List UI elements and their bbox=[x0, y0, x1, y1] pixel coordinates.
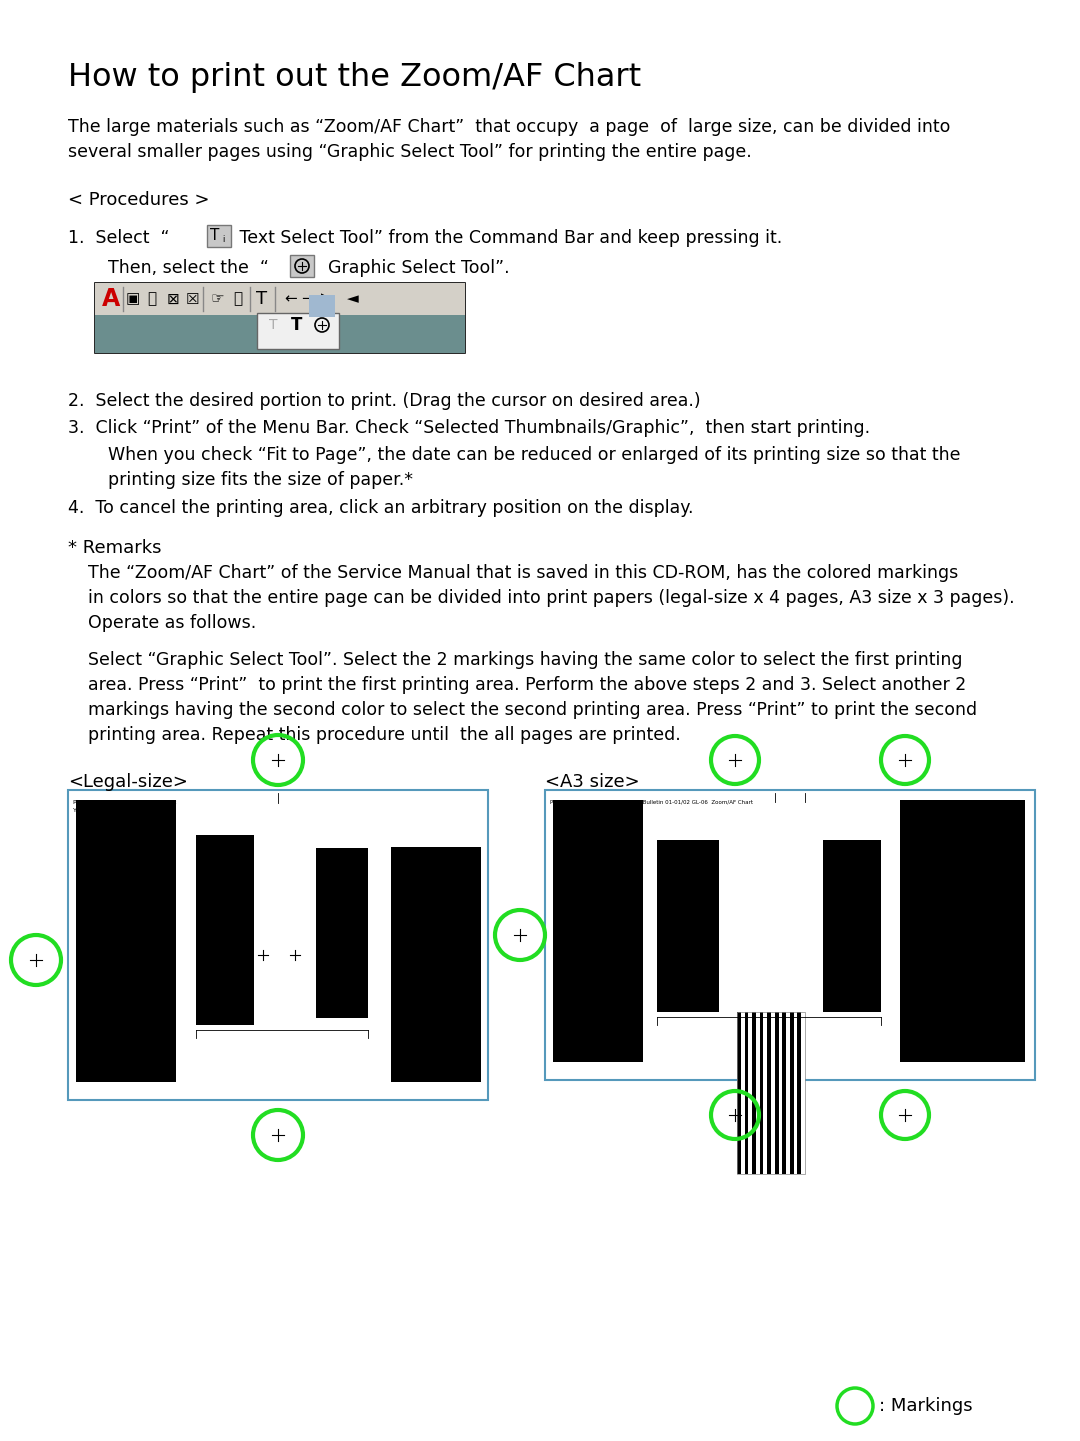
Bar bbox=[759, 1012, 764, 1174]
Text: PowerShot S230 DIGITAL IXUS v2 Bulletin 01-01/02 GL-06  Zoom/AF Chart: PowerShot S230 DIGITAL IXUS v2 Bulletin … bbox=[550, 800, 753, 806]
Bar bbox=[257, 313, 339, 349]
Text: 4.  To cancel the printing area, click an arbitrary position on the display.: 4. To cancel the printing area, click an… bbox=[68, 499, 693, 517]
Bar bbox=[748, 1012, 752, 1174]
Bar bbox=[771, 1012, 774, 1174]
Bar bbox=[545, 790, 1035, 1079]
Text: <Legal-size>: <Legal-size> bbox=[68, 772, 188, 791]
Bar bbox=[786, 1012, 789, 1174]
Text: When you check “Fit to Page”, the date can be reduced or enlarged of its printin: When you check “Fit to Page”, the date c… bbox=[108, 447, 960, 464]
Bar bbox=[774, 1012, 779, 1174]
Bar bbox=[801, 1012, 805, 1174]
Text: How to print out the Zoom/AF Chart: How to print out the Zoom/AF Chart bbox=[68, 62, 642, 94]
Text: 1.  Select  “: 1. Select “ bbox=[68, 229, 170, 246]
Bar bbox=[316, 847, 368, 1017]
Bar bbox=[823, 840, 881, 1012]
Text: : Markings: : Markings bbox=[879, 1396, 973, 1415]
Text: < Procedures >: < Procedures > bbox=[68, 192, 210, 209]
Bar bbox=[553, 800, 643, 1062]
Text: Text Select Tool” from the Command Bar and keep pressing it.: Text Select Tool” from the Command Bar a… bbox=[234, 229, 782, 246]
Bar bbox=[95, 282, 465, 353]
Text: ⊠: ⊠ bbox=[166, 291, 179, 307]
Text: T: T bbox=[211, 229, 219, 244]
Text: printing area. Repeat this procedure until  the all pages are printed.: printing area. Repeat this procedure unt… bbox=[87, 726, 680, 744]
Bar bbox=[764, 1012, 767, 1174]
Text: Operate as follows.: Operate as follows. bbox=[87, 614, 256, 633]
Text: The “Zoom/AF Chart” of the Service Manual that is saved in this CD-ROM, has the : The “Zoom/AF Chart” of the Service Manua… bbox=[87, 563, 958, 582]
Text: ◄: ◄ bbox=[347, 291, 359, 307]
Text: T: T bbox=[269, 318, 278, 331]
Text: printing size fits the size of paper.*: printing size fits the size of paper.* bbox=[108, 471, 413, 488]
Text: T: T bbox=[256, 290, 268, 308]
Text: ⌕: ⌕ bbox=[233, 291, 243, 307]
Text: 2.  Select the desired portion to print. (Drag the cursor on desired area.): 2. Select the desired portion to print. … bbox=[68, 392, 701, 411]
Bar bbox=[291, 255, 314, 277]
Text: →: → bbox=[300, 291, 313, 307]
Bar bbox=[782, 1012, 786, 1174]
Bar bbox=[779, 1012, 782, 1174]
Text: * Remarks: * Remarks bbox=[68, 539, 162, 558]
Text: Graphic Select Tool”.: Graphic Select Tool”. bbox=[318, 259, 510, 277]
Bar bbox=[900, 800, 1025, 1062]
Bar bbox=[391, 847, 481, 1082]
Text: i: i bbox=[221, 235, 225, 245]
Text: markings having the second color to select the second printing area. Press “Prin: markings having the second color to sele… bbox=[87, 700, 977, 719]
Text: ▶: ▶ bbox=[321, 291, 333, 307]
Bar bbox=[68, 790, 488, 1099]
Bar bbox=[195, 834, 254, 1025]
Bar bbox=[797, 1012, 801, 1174]
Text: YY DIGITAL SS Zoom/AF Chart: YY DIGITAL SS Zoom/AF Chart bbox=[73, 808, 166, 813]
Bar bbox=[752, 1012, 756, 1174]
Bar bbox=[741, 1012, 744, 1174]
Bar bbox=[737, 1012, 805, 1174]
Bar bbox=[794, 1012, 797, 1174]
Bar bbox=[737, 1012, 741, 1174]
Bar bbox=[767, 1012, 771, 1174]
Text: Then, select the  “: Then, select the “ bbox=[108, 259, 269, 277]
Text: A: A bbox=[102, 287, 120, 311]
Bar bbox=[657, 840, 719, 1012]
Text: 3.  Click “Print” of the Menu Bar. Check “Selected Thumbnails/Graphic”,  then st: 3. Click “Print” of the Menu Bar. Check … bbox=[68, 419, 870, 437]
Bar bbox=[309, 295, 335, 317]
Bar bbox=[76, 800, 176, 1082]
Text: Select “Graphic Select Tool”. Select the 2 markings having the same color to sel: Select “Graphic Select Tool”. Select the… bbox=[87, 651, 962, 669]
Text: ☒: ☒ bbox=[185, 291, 199, 307]
Text: T: T bbox=[292, 316, 302, 334]
Bar bbox=[95, 316, 465, 353]
Text: PowerShot S230 DIGITAL IXUS v2: PowerShot S230 DIGITAL IXUS v2 bbox=[73, 800, 177, 806]
Text: in colors so that the entire page can be divided into print papers (legal-size x: in colors so that the entire page can be… bbox=[87, 589, 1014, 607]
Bar bbox=[207, 225, 231, 246]
Text: The large materials such as “Zoom/AF Chart”  that occupy  a page  of  large size: The large materials such as “Zoom/AF Cha… bbox=[68, 118, 950, 135]
Text: several smaller pages using “Graphic Select Tool” for printing the entire page.: several smaller pages using “Graphic Sel… bbox=[68, 143, 752, 161]
Text: ←: ← bbox=[285, 291, 297, 307]
Bar bbox=[756, 1012, 759, 1174]
Bar bbox=[789, 1012, 794, 1174]
Text: ☞: ☞ bbox=[211, 291, 224, 307]
Text: <A3 size>: <A3 size> bbox=[545, 772, 639, 791]
Bar bbox=[95, 282, 465, 316]
Bar bbox=[744, 1012, 748, 1174]
Text: area. Press “Print”  to print the first printing area. Perform the above steps 2: area. Press “Print” to print the first p… bbox=[87, 676, 967, 695]
Text: ▣: ▣ bbox=[125, 291, 140, 307]
Text: ⎙: ⎙ bbox=[148, 291, 157, 307]
